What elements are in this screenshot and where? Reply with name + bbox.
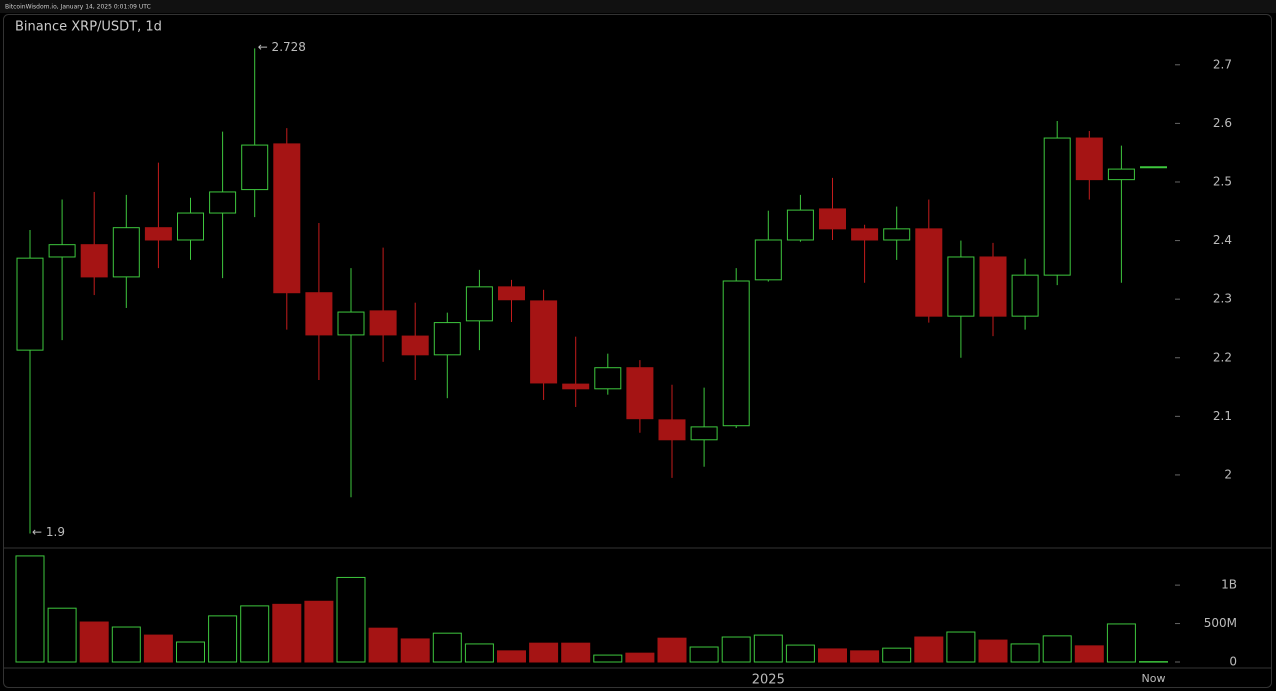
volume-bar xyxy=(432,632,462,663)
volume-bar xyxy=(753,634,783,663)
candle-body-up xyxy=(337,311,365,336)
volume-bar xyxy=(721,636,751,663)
candle-body-up xyxy=(112,227,140,278)
volume-tick-label: 0 xyxy=(1229,655,1237,669)
candle-body-down xyxy=(369,310,397,336)
candle-body-up xyxy=(177,212,204,241)
volume-bar xyxy=(304,600,334,663)
candle-body-up xyxy=(754,239,782,281)
candle-body-up xyxy=(690,426,718,441)
volume-bar xyxy=(240,605,270,663)
candle-body-down xyxy=(851,228,879,241)
volume-bar xyxy=(978,639,1008,663)
volume-bar xyxy=(497,650,526,663)
volume-tick-label: 500M xyxy=(1204,616,1237,630)
y-tick-label: 2.5 xyxy=(1213,174,1232,188)
volume-bar xyxy=(946,631,976,663)
candle-body-down xyxy=(819,208,846,230)
candle-body-up xyxy=(241,144,269,191)
volume-bar xyxy=(1074,645,1104,663)
header-bar xyxy=(0,0,1276,13)
volume-bar xyxy=(208,615,238,663)
candle-body-down xyxy=(80,244,108,278)
candle-body-down xyxy=(530,300,558,384)
candle-body-up xyxy=(1043,137,1071,276)
candle-body-down xyxy=(144,227,172,241)
volume-bar xyxy=(1042,635,1072,663)
y-tick-label: 2.2 xyxy=(1213,350,1232,364)
candle-body-up xyxy=(786,209,814,241)
candle-body-up xyxy=(883,228,911,241)
volume-bar xyxy=(914,636,944,663)
volume-bar xyxy=(15,555,45,663)
volume-bar xyxy=(272,603,302,663)
volume-bar xyxy=(368,627,398,663)
header: BitcoinWisdom.io, January 14, 2025 0:01:… xyxy=(5,4,151,11)
volume-bar xyxy=(657,637,687,663)
y-tick-label: 2.4 xyxy=(1213,233,1232,247)
frame xyxy=(3,14,1272,688)
volume-bar xyxy=(336,576,366,663)
candle-body-down xyxy=(273,143,301,294)
volume-bar xyxy=(593,654,623,663)
volume-bar xyxy=(1010,643,1040,663)
candle-body-up xyxy=(209,191,237,214)
candle-body-down xyxy=(658,419,686,441)
volume-bar xyxy=(400,638,430,663)
volume-bar xyxy=(47,607,77,663)
volume-bar xyxy=(561,642,591,663)
candle-body-up xyxy=(947,256,975,317)
volume-bar xyxy=(689,646,719,663)
volume-bar xyxy=(529,642,559,663)
candle-body-down xyxy=(498,286,525,301)
volume-bar xyxy=(1106,623,1136,663)
volume-bar xyxy=(818,648,847,663)
y-tick-label: 2.7 xyxy=(1213,57,1232,71)
volume-bar xyxy=(464,643,494,663)
candle-body-down xyxy=(1075,137,1103,181)
y-tick-label: 2.1 xyxy=(1213,409,1232,423)
candle-body-down xyxy=(915,228,943,317)
candle-body-up xyxy=(48,244,76,258)
candle-body-down xyxy=(626,367,654,420)
chart-title: Binance XRP/USDT, 1d xyxy=(15,20,162,35)
volume-bar xyxy=(1139,661,1168,663)
x-tick-label: Now xyxy=(1142,672,1166,685)
volume-bar xyxy=(111,626,141,663)
candle-body-up xyxy=(722,280,750,427)
x-tick-label: 2025 xyxy=(752,673,785,688)
volume-bar xyxy=(882,647,912,663)
candle-body-up xyxy=(465,286,493,322)
volume-bar xyxy=(143,634,173,663)
candle-body-up xyxy=(1011,274,1039,317)
candle-body-up xyxy=(1140,166,1167,169)
y-tick-label: 2.3 xyxy=(1213,292,1232,306)
candle-body-up xyxy=(594,367,622,390)
y-tick-label: 2.6 xyxy=(1213,116,1232,130)
candle-body-down xyxy=(562,383,590,390)
annotation: ← 1.9 xyxy=(32,525,65,539)
candle-body-down xyxy=(305,292,333,336)
volume-bar xyxy=(79,621,109,663)
candle-body-down xyxy=(979,256,1007,317)
candle-body-down xyxy=(401,335,429,356)
candle-body-up xyxy=(1107,168,1135,181)
volume-bar xyxy=(176,641,205,663)
volume-bar xyxy=(850,650,880,663)
volume-bar xyxy=(625,652,655,663)
y-tick-label: 2 xyxy=(1224,467,1232,481)
annotation: ← 2.728 xyxy=(258,40,306,54)
candle-body-up xyxy=(16,257,44,351)
volume-bar xyxy=(785,644,815,663)
volume-tick-label: 1B xyxy=(1221,578,1237,592)
candle-body-up xyxy=(433,322,461,356)
